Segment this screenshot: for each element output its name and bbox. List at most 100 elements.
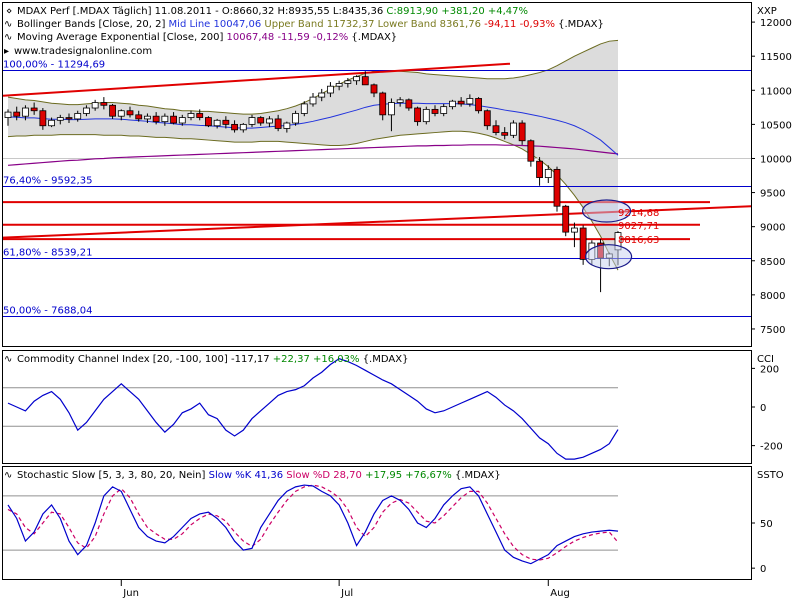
candle[interactable] [422,106,430,125]
candle[interactable] [361,71,369,86]
candle[interactable] [144,113,151,124]
candle[interactable] [48,117,55,128]
candle[interactable] [527,139,535,167]
cci-tick-label: 0 [760,403,766,414]
candle[interactable] [222,116,230,129]
candle[interactable] [405,98,413,111]
legend-expand-icon[interactable]: ⋄ [6,6,12,17]
candle[interactable] [187,110,195,121]
candle[interactable] [309,93,317,107]
candle[interactable] [135,110,143,122]
chart-date: 11.08.2011 [155,6,212,17]
ssto-tick-label: 0 [760,564,766,575]
candle[interactable] [239,123,247,133]
candle[interactable] [117,109,125,121]
candle[interactable] [300,101,308,117]
candle[interactable] [579,225,587,265]
main-axis-label: XXP [757,6,777,17]
ssto-symbol: {.MDAX} [455,470,501,481]
svg-text:MDAX Perf [.MDAX Täglich] 11.: MDAX Perf [.MDAX Täglich] 11.08.2011 - O… [17,6,528,17]
y-tick-label: 11000 [760,86,792,97]
candle[interactable] [318,88,326,102]
x-tick-label: Jul [340,588,353,599]
candle[interactable] [126,106,134,118]
candle[interactable] [109,103,116,119]
candle[interactable] [257,116,265,126]
candle[interactable] [248,114,256,128]
candle[interactable] [501,127,509,140]
candle[interactable] [492,120,500,136]
candle[interactable] [553,166,561,212]
candle[interactable] [274,114,282,132]
y-tick-label: 9000 [760,223,785,234]
ssto-icon[interactable]: ∿ [4,470,12,481]
svg-text:Bollinger Bands [Close, 20, 2]: Bollinger Bands [Close, 20, 2] Mid Line … [17,19,604,30]
candle[interactable] [196,109,204,121]
candle[interactable] [544,165,552,184]
annotation-ellipse[interactable] [584,244,633,270]
bollinger-title: Bollinger Bands [Close, 20, 2] [17,19,165,30]
candle[interactable] [91,99,99,111]
candle[interactable] [30,102,38,115]
y-tick-label: 10000 [760,154,792,165]
candle[interactable] [4,109,12,126]
cci-panel[interactable] [2,350,752,464]
cci-icon[interactable]: ∿ [4,354,12,365]
candle[interactable] [178,114,186,126]
candle[interactable] [466,94,474,107]
candle[interactable] [39,108,47,130]
candle[interactable] [353,75,360,85]
candle[interactable] [449,99,456,110]
candle[interactable] [388,98,395,132]
fib-label: 100,00% - 11294,69 [3,60,105,71]
candle[interactable] [440,103,448,117]
candle[interactable] [231,120,238,133]
candle[interactable] [510,120,517,139]
candle[interactable] [266,116,273,128]
bollinger-band-area [8,40,618,271]
candle[interactable] [396,97,404,107]
cci-tick-label: 200 [760,364,779,375]
candle[interactable] [65,113,73,124]
candle[interactable] [213,118,221,129]
candle[interactable] [335,80,343,91]
watermark-icon: ▸ [4,46,9,57]
candle[interactable] [100,97,108,110]
candle[interactable] [370,83,378,98]
candle[interactable] [13,106,21,121]
candle[interactable] [56,114,64,125]
ssto-axis-label: SSTO [757,470,784,481]
bollinger-icon[interactable]: ∿ [4,19,12,30]
candle[interactable] [74,110,82,122]
candle[interactable] [379,91,387,121]
candle[interactable] [414,106,421,126]
y-tick-label: 10500 [760,120,792,131]
main-panel[interactable] [2,2,752,347]
fib-label: 50,00% - 7688,04 [3,306,92,317]
candle[interactable] [283,121,291,133]
y-tick-label: 8500 [760,257,785,268]
ema-icon[interactable]: ∿ [4,32,12,43]
candle[interactable] [152,112,160,125]
candle[interactable] [431,105,439,117]
candle[interactable] [22,105,29,121]
candle[interactable] [344,78,352,88]
y-tick-label: 12000 [760,18,792,29]
fib-label: 76,40% - 9592,35 [3,176,92,187]
y-tick-label: 9500 [760,189,785,200]
candle[interactable] [571,222,578,248]
candle[interactable] [475,97,482,114]
candle[interactable] [457,97,465,107]
candle[interactable] [170,112,177,125]
candle[interactable] [83,105,90,117]
candle[interactable] [161,113,169,126]
bollinger-change: -94,11 -0,93% [484,19,555,30]
candle[interactable] [327,82,334,98]
candle[interactable] [536,157,543,186]
annotation-ellipse[interactable] [581,199,632,223]
candle[interactable] [562,204,570,237]
candle[interactable] [483,109,491,130]
candle[interactable] [292,110,299,126]
candle[interactable] [518,120,526,145]
candle[interactable] [205,116,212,128]
